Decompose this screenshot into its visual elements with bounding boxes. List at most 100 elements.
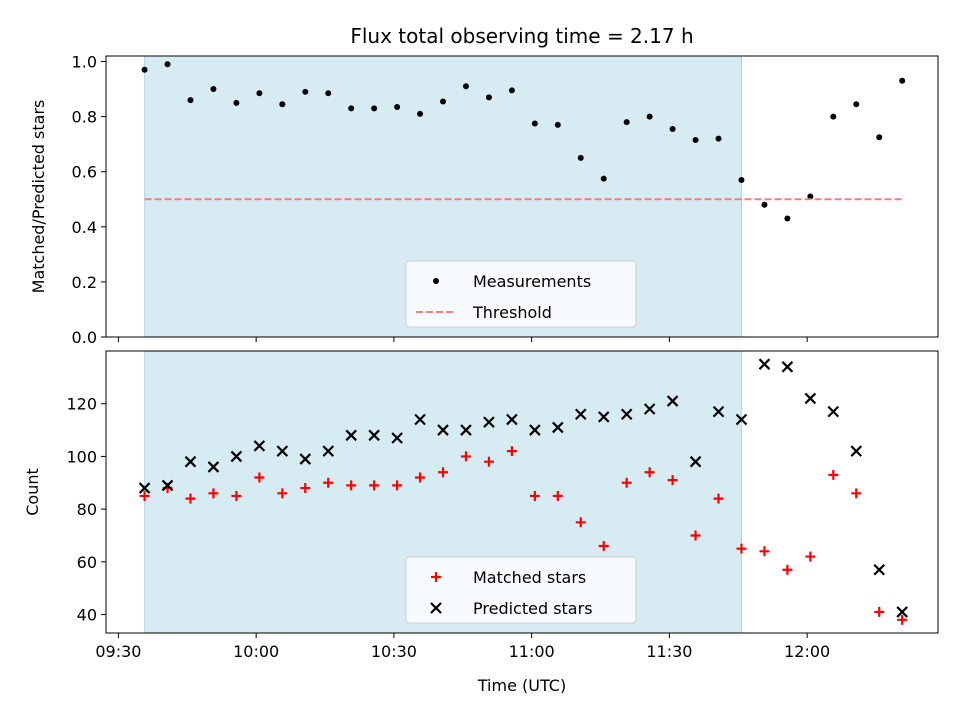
count-matched-point: [828, 469, 839, 480]
count-matched-point: [667, 475, 678, 486]
ratio-measurement-point: [440, 98, 447, 105]
count-predicted-point: [345, 429, 357, 442]
count-matched-point: [415, 472, 426, 483]
count-predicted-point: [299, 453, 312, 465]
count-predicted-point: [735, 413, 748, 426]
count-matched-point: [529, 490, 540, 501]
ratio-measurement-point: [462, 83, 469, 90]
count-legend-box: [405, 556, 637, 624]
ratio-measurement-point: [830, 113, 837, 120]
ratio-measurement-point: [715, 135, 722, 142]
x-tick-label: 10:30: [371, 642, 417, 661]
x-tick-label: 12:00: [784, 642, 830, 661]
ratio-measurement-point: [394, 103, 401, 110]
count-y-tick-label: 80: [77, 500, 97, 519]
count-axes-frame: [105, 350, 939, 634]
count-predicted-point: [896, 606, 908, 618]
count-y-tick-label: 40: [77, 606, 97, 625]
count-matched-point: [369, 480, 380, 491]
count-matched-point: [874, 606, 885, 617]
ratio-measurement-point: [807, 193, 814, 200]
count-matched-point: [277, 488, 288, 499]
count-predicted-point: [161, 479, 174, 492]
count-y-tick-label: 120: [66, 395, 97, 414]
x-tick-label: 11:30: [646, 642, 692, 661]
count-matched-point: [346, 480, 357, 491]
count-predicted-point: [850, 445, 863, 457]
count-predicted-point: [437, 424, 449, 436]
count-legend-plus-marker: [431, 572, 441, 582]
count-y-tick-label: 60: [77, 553, 97, 572]
ratio-measurement-point: [325, 90, 332, 97]
count-legend-label: Predicted stars: [473, 599, 593, 618]
count-predicted-point: [276, 445, 289, 457]
count-matched-point: [254, 472, 265, 483]
ratio-measurement-point: [577, 154, 584, 161]
count-matched-point: [300, 483, 311, 494]
count-predicted-point: [597, 411, 610, 423]
count-matched-point: [575, 517, 586, 528]
count-predicted-point: [620, 408, 633, 421]
ratio-measurement-point: [554, 121, 561, 128]
count-matched-point: [621, 477, 632, 488]
ratio-panel: 0.0 0.2 0.4 0.6 0.8 1.0 Matched/Predicted star…: [29, 53, 939, 347]
count-matched-point: [713, 493, 724, 504]
count-predicted-point: [529, 424, 541, 436]
count-predicted-point: [804, 392, 817, 405]
ratio-measurement-point: [876, 134, 883, 141]
ratio-measurement-point: [371, 105, 378, 112]
count-predicted-point: [391, 432, 403, 444]
ratio-measurement-point: [164, 61, 171, 68]
count-predicted-point: [322, 445, 335, 457]
count-predicted-point: [758, 358, 771, 370]
ratio-legend-label: Threshold: [472, 303, 552, 322]
count-matched-point: [782, 564, 793, 575]
count-matched-point: [392, 480, 403, 491]
ratio-legend-dot-marker: [433, 278, 439, 284]
count-matched-point: [323, 477, 334, 488]
ratio-measurement-point: [210, 86, 217, 93]
ratio-y-tick-label: 0.8: [72, 108, 97, 127]
x-tick-label: 09:30: [95, 642, 141, 661]
count-predicted-point: [368, 429, 380, 442]
count-matched-point: [231, 490, 242, 501]
count-predicted-point: [184, 455, 197, 468]
count-y-axis-label: Count: [23, 468, 42, 516]
ratio-measurement-point: [600, 175, 607, 182]
ratio-measurement-point: [302, 88, 309, 95]
count-y-tick-label: 100: [66, 447, 97, 466]
ratio-measurement-point: [508, 87, 515, 94]
ratio-legend: Measurements Threshold: [405, 260, 637, 328]
count-predicted-point: [460, 424, 472, 436]
count-matched-point: [483, 456, 494, 467]
count-matched-point: [736, 543, 747, 554]
count-predicted-point: [414, 413, 426, 426]
ratio-measurement-point: [187, 97, 194, 104]
ratio-measurement-point: [485, 94, 492, 101]
count-matched-point: [805, 551, 816, 562]
count-predicted-point: [253, 440, 266, 452]
count-predicted-point: [666, 395, 679, 407]
count-predicted-point: [552, 421, 564, 434]
count-matched-point: [506, 446, 517, 457]
ratio-measurement-point: [141, 66, 148, 73]
count-matched-point: [759, 546, 770, 557]
x-axis-label: Time (UTC): [477, 676, 566, 695]
count-predicted-point: [230, 450, 243, 463]
ratio-measurement-point: [256, 90, 263, 97]
ratio-measurement-point: [279, 101, 286, 108]
count-matched-point: [897, 614, 908, 625]
ratio-y-tick-label: 0.0: [72, 328, 97, 347]
count-matched-point: [690, 530, 701, 541]
ratio-measurement-point: [761, 201, 768, 208]
ratio-measurement-point: [738, 176, 745, 183]
count-predicted-point: [781, 361, 794, 373]
ratio-measurement-point: [623, 119, 630, 126]
count-predicted-point: [827, 405, 840, 418]
count-matched-point: [851, 488, 862, 499]
ratio-y-tick-label: 1.0: [72, 53, 97, 72]
count-matched-point: [598, 541, 609, 552]
ratio-measurement-point: [646, 113, 653, 120]
ratio-measurement-point: [233, 99, 240, 106]
